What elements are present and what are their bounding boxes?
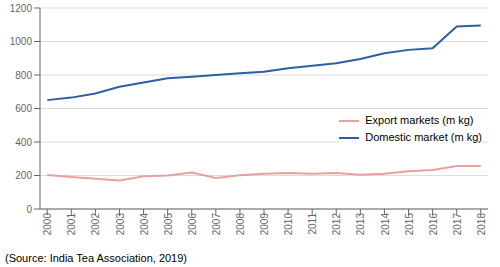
svg-text:2005: 2005 [163, 213, 174, 236]
svg-text:800: 800 [15, 70, 32, 81]
svg-text:2009: 2009 [259, 213, 270, 236]
svg-text:2004: 2004 [139, 213, 150, 236]
svg-text:2012: 2012 [331, 213, 342, 236]
svg-text:2017: 2017 [452, 213, 463, 236]
svg-text:2010: 2010 [283, 213, 294, 236]
svg-text:2011: 2011 [307, 213, 318, 235]
svg-text:2008: 2008 [235, 213, 246, 236]
svg-text:200: 200 [15, 170, 32, 181]
svg-text:600: 600 [15, 103, 32, 114]
svg-text:400: 400 [15, 137, 32, 148]
svg-text:2007: 2007 [211, 213, 222, 236]
svg-text:2001: 2001 [66, 213, 77, 236]
svg-text:1200: 1200 [10, 3, 33, 14]
svg-text:2003: 2003 [115, 213, 126, 236]
svg-text:2016: 2016 [428, 213, 439, 236]
html-text:Domestic market (m kg): Domestic market (m kg) [365, 131, 482, 143]
svg-text:2014: 2014 [380, 213, 391, 236]
svg-text:0: 0 [26, 204, 32, 215]
html-text:(Source: India Tea Association: (Source: India Tea Association, 2019) [5, 252, 187, 264]
svg-text:2006: 2006 [187, 213, 198, 236]
svg-text:2015: 2015 [404, 213, 415, 236]
svg-text:2002: 2002 [90, 213, 101, 236]
svg-text:2013: 2013 [355, 213, 366, 236]
svg-text:2000: 2000 [42, 213, 53, 236]
svg-text:1000: 1000 [10, 36, 33, 47]
svg-text:2018: 2018 [476, 213, 487, 236]
html-text:Export markets (m kg): Export markets (m kg) [365, 114, 474, 126]
